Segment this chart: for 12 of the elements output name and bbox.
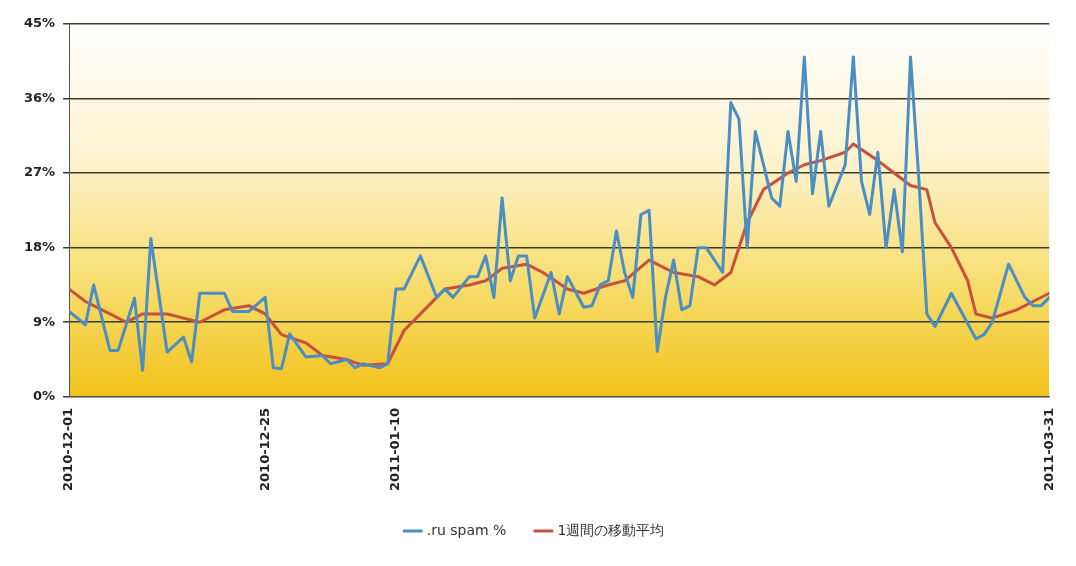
y-tick-label: 18% (23, 239, 56, 254)
y-tick-label: 0% (33, 388, 56, 404)
x-tick-label: 2010-12-25 (256, 407, 272, 491)
x-tick-label: 2010-12-01 (60, 407, 76, 491)
x-tick-label: 2011-03-31 (1040, 407, 1056, 491)
y-tick-label: 36% (23, 89, 56, 105)
y-tick-label: 45% (23, 15, 56, 31)
y-tick-label: 9% (33, 313, 56, 329)
x-tick-label: 2011-01-10 (387, 407, 403, 491)
legend-label: .ru spam % (426, 521, 507, 538)
y-tick-label: 27% (23, 164, 56, 180)
legend-label: 1週間の移動平均 (557, 521, 665, 538)
